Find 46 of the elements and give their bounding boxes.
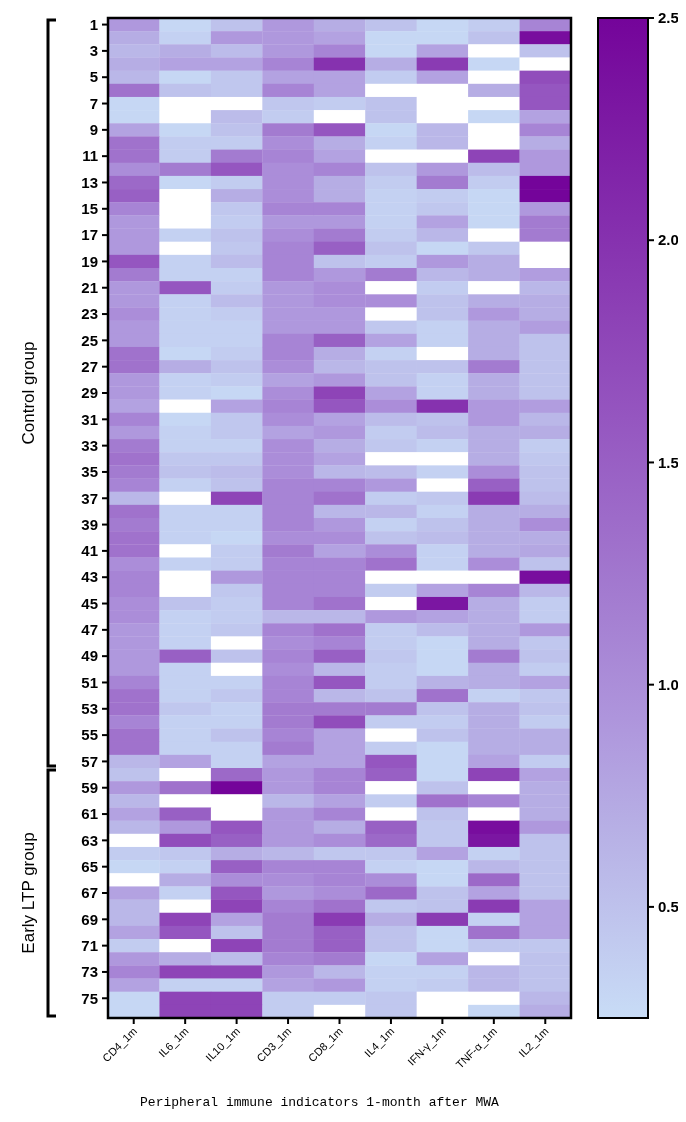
y-tick-label: 25: [81, 331, 98, 349]
color-bar-label: 1.5: [658, 453, 679, 471]
y-tick-label: 13: [81, 173, 98, 191]
y-tick-label: 65: [81, 857, 98, 875]
y-tick-label: 49: [81, 647, 98, 665]
y-tick-label: 69: [81, 910, 98, 928]
y-tick-label: 17: [81, 226, 98, 244]
color-bar-label: 0.5: [658, 898, 679, 916]
y-tick-label: 9: [89, 121, 98, 139]
y-tick-label: 63: [81, 831, 98, 849]
text: Control group: [19, 341, 38, 445]
y-tick-label: 67: [81, 884, 98, 902]
y-tick-label: 59: [81, 778, 98, 796]
y-tick-label: 3: [89, 42, 98, 60]
y-tick-label: 71: [81, 936, 98, 954]
text: Early LTP group: [19, 832, 38, 954]
y-tick-label: 27: [81, 357, 98, 375]
y-tick-label: 39: [81, 515, 98, 533]
y-tick-label: 11: [82, 147, 98, 165]
y-tick-label: 19: [81, 252, 98, 270]
y-tick-label: 47: [81, 621, 98, 639]
y-tick-label: 15: [81, 200, 98, 218]
y-tick-label: 75: [81, 989, 98, 1007]
y-tick-label: 51: [81, 673, 98, 691]
y-tick-label: 57: [81, 752, 98, 770]
y-tick-label: 43: [81, 568, 98, 586]
y-tick-label: 37: [81, 489, 98, 507]
y-tick-label: 45: [81, 594, 98, 612]
y-tick-label: 61: [81, 805, 98, 823]
y-tick-label: 31: [81, 410, 98, 428]
y-tick-label: 33: [81, 436, 98, 454]
y-tick-label: 23: [81, 305, 98, 323]
color-bar-label: 2.5: [658, 9, 679, 27]
y-tick-label: 53: [81, 700, 98, 718]
color-bar-label: 2.0: [658, 231, 679, 249]
y-tick-label: 35: [81, 463, 98, 481]
color-bar-label: 1.0: [658, 675, 679, 693]
y-tick-label: 73: [81, 963, 98, 981]
y-tick-label: 41: [81, 542, 98, 560]
y-tick-label: 7: [89, 94, 98, 112]
y-tick-label: 21: [81, 278, 98, 296]
y-tick-label: 29: [81, 384, 98, 402]
y-tick-label: 55: [81, 726, 98, 744]
y-tick-label: 1: [89, 15, 98, 33]
y-tick-label: 5: [89, 68, 98, 86]
x-axis-title: Peripheral immune indicators 1-month after MWA: [140, 1095, 500, 1110]
